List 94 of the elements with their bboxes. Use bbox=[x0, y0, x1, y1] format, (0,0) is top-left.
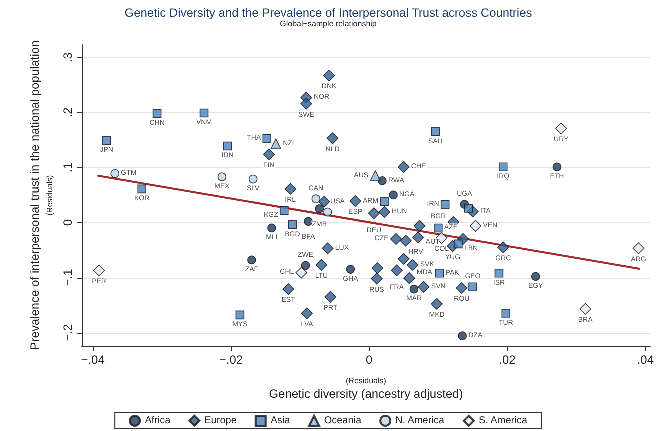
point bbox=[316, 259, 328, 272]
point bbox=[400, 235, 412, 247]
point bbox=[434, 224, 443, 233]
point bbox=[390, 233, 402, 246]
point bbox=[431, 298, 443, 310]
point bbox=[324, 291, 337, 303]
point bbox=[318, 196, 330, 208]
point bbox=[304, 217, 313, 226]
point bbox=[324, 208, 332, 217]
point bbox=[248, 174, 258, 184]
point bbox=[391, 264, 403, 277]
x-tick-label: 0 bbox=[366, 353, 374, 367]
point bbox=[580, 303, 592, 316]
y-tick-label: .3 bbox=[61, 52, 75, 63]
legend-label: Africa bbox=[145, 416, 172, 426]
point bbox=[262, 134, 272, 143]
x-tick-label: −.04 bbox=[81, 353, 106, 367]
x-tick-label: −.02 bbox=[219, 353, 244, 367]
point bbox=[406, 259, 419, 272]
point bbox=[497, 242, 510, 254]
point bbox=[152, 109, 162, 118]
chart-title: Genetic Diversity and the Prevalence of Interpersonal Trust across Countries bbox=[124, 6, 532, 20]
point bbox=[300, 98, 312, 110]
legend-label: Oceania bbox=[324, 416, 362, 426]
point bbox=[323, 70, 336, 82]
y-axis-title: Prevalence of interpersonal trust in the national population (Residuals) bbox=[28, 40, 55, 350]
y-tick-label: .1 bbox=[61, 162, 75, 173]
x-tick-label: .04 bbox=[637, 353, 654, 367]
point bbox=[370, 170, 381, 182]
point bbox=[110, 169, 120, 178]
point bbox=[398, 253, 410, 265]
point bbox=[398, 161, 410, 174]
point bbox=[468, 282, 478, 292]
point bbox=[322, 242, 334, 254]
legend-label: N. America bbox=[396, 416, 445, 426]
point bbox=[270, 138, 282, 150]
point bbox=[282, 283, 294, 296]
point bbox=[223, 142, 232, 151]
point bbox=[418, 281, 430, 294]
point bbox=[454, 240, 463, 249]
point bbox=[248, 256, 256, 265]
point bbox=[378, 206, 390, 218]
point bbox=[326, 132, 339, 144]
legend-label: Europe bbox=[204, 416, 238, 426]
point bbox=[431, 128, 440, 136]
point bbox=[632, 242, 645, 254]
point bbox=[301, 261, 310, 270]
point bbox=[102, 136, 112, 146]
point bbox=[368, 207, 380, 220]
point bbox=[218, 172, 227, 182]
point bbox=[412, 232, 424, 244]
point bbox=[494, 268, 504, 278]
point bbox=[288, 220, 298, 230]
y-tick-label: −.1 bbox=[61, 268, 75, 286]
point bbox=[371, 272, 383, 285]
point bbox=[350, 195, 362, 208]
point bbox=[268, 224, 276, 233]
point bbox=[464, 204, 474, 213]
point bbox=[280, 206, 289, 216]
point bbox=[380, 197, 389, 206]
point bbox=[389, 190, 398, 200]
point bbox=[456, 282, 468, 294]
point bbox=[263, 148, 276, 160]
point bbox=[200, 108, 209, 118]
point bbox=[296, 266, 308, 279]
point bbox=[470, 220, 482, 232]
point bbox=[315, 204, 324, 214]
x-axis-title: (Residuals) Genetic diversity (ancestry adjusted) bbox=[269, 376, 464, 401]
point bbox=[284, 183, 297, 196]
legend-label: Asia bbox=[270, 416, 291, 426]
point bbox=[410, 284, 419, 294]
point bbox=[502, 309, 511, 318]
point bbox=[312, 194, 321, 204]
point bbox=[498, 162, 508, 172]
point bbox=[440, 200, 450, 209]
point bbox=[531, 272, 540, 282]
point bbox=[138, 184, 146, 194]
point bbox=[236, 310, 245, 320]
chart-subtitle: Global−sample relationship bbox=[280, 20, 378, 28]
point bbox=[404, 272, 416, 284]
y-tick-label: .2 bbox=[61, 107, 75, 118]
y-tick-label: −.2 bbox=[61, 324, 75, 342]
point bbox=[346, 265, 356, 274]
point bbox=[458, 332, 468, 340]
point bbox=[555, 122, 568, 135]
y-tick-label: 0 bbox=[61, 219, 75, 226]
point bbox=[372, 262, 384, 274]
x-tick-label: .02 bbox=[499, 353, 516, 367]
point bbox=[552, 162, 562, 172]
point bbox=[435, 268, 444, 278]
point bbox=[93, 264, 106, 277]
legend-label: S. America bbox=[479, 416, 528, 426]
point bbox=[301, 308, 314, 320]
point bbox=[414, 220, 426, 232]
